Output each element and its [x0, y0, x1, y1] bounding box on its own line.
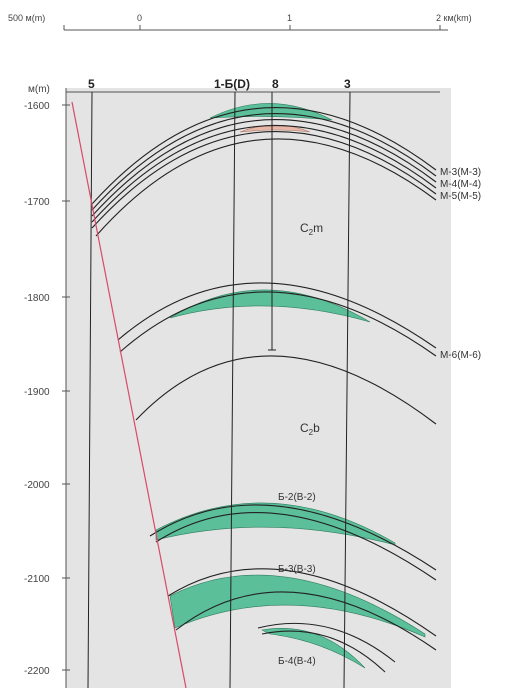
- unit-c2b-suffix: b: [313, 421, 320, 435]
- horizon-line-m3b: [91, 113, 437, 211]
- horizon-line-m5b: [95, 138, 437, 237]
- horizon-label-m6: М-6(M-6): [440, 350, 481, 361]
- unit-label-c2m: C2m: [300, 221, 323, 237]
- unit-c2m-suffix: m: [313, 221, 323, 235]
- depth-unit-label: м(m): [28, 84, 50, 95]
- unit-label-c2b: C2b: [300, 421, 320, 437]
- depth-label-2000: -2000: [24, 480, 50, 491]
- horizon-line-b3a: [167, 568, 437, 637]
- horizon-label-m4: М-4(M-4): [440, 179, 481, 190]
- well-label-8: 8: [272, 77, 279, 91]
- well-label-1b: 1-Б(D): [214, 77, 250, 91]
- unit-c2b-sub: 2: [309, 428, 314, 437]
- reservoir-top-m3: [209, 103, 333, 121]
- horizon-label-m3: М-3(M-3): [440, 167, 481, 178]
- well-line-1b: [229, 91, 236, 688]
- horizon-line-m5a: [91, 131, 437, 229]
- unit-c2b-main: C: [300, 421, 309, 435]
- scale-label-2: 2 км(km): [436, 13, 472, 23]
- depth-label-2200: -2200: [24, 666, 50, 677]
- well-label-3: 3: [344, 77, 351, 91]
- well-label-5: 5: [88, 77, 95, 91]
- horizon-label-b3: Б-3(B-3): [278, 564, 316, 575]
- wells: [87, 91, 351, 688]
- reservoir-b2: [155, 502, 396, 546]
- scale-bar: 500 м(m) 0 1 2 км(km): [8, 13, 472, 31]
- horizon-line-b2a: [149, 504, 437, 571]
- horizon-line-m4a: [91, 119, 437, 217]
- scale-label-1: 1: [287, 13, 292, 23]
- horizon-label-m5: М-5(M-5): [440, 191, 481, 202]
- depth-label-2100: -2100: [24, 574, 50, 585]
- horizon-line-b4a: [257, 622, 396, 663]
- unit-c2m-main: C: [300, 221, 309, 235]
- horizon-line-b4b: [261, 630, 386, 673]
- horizon-line-m4b: [91, 125, 437, 223]
- scale-left-label: 500 м(m): [8, 13, 45, 23]
- scale-label-0: 0: [137, 13, 142, 23]
- depth-axis: м(m) -1600 -1700 -1800 -1900 -2000 -2100…: [24, 84, 440, 688]
- reservoir-m6: [169, 289, 371, 323]
- depth-label-1800: -1800: [24, 293, 50, 304]
- horizon-line-m6b: [119, 291, 437, 357]
- horizon-label-b2: Б-2(B-2): [278, 492, 316, 503]
- well-line-5: [87, 91, 93, 688]
- horizon-line-c2b-top: [135, 355, 437, 425]
- fault-line: [71, 101, 187, 688]
- horizon-line-m3a: [91, 107, 437, 205]
- horizon-line-m6a: [117, 282, 437, 349]
- well-line-3: [343, 91, 351, 688]
- horizon-label-b4: Б-4(B-4): [278, 656, 316, 667]
- depth-label-1700: -1700: [24, 197, 50, 208]
- unit-c2m-sub: 2: [309, 228, 314, 237]
- depth-label-1600: -1600: [24, 101, 50, 112]
- horizon-lines: [91, 107, 437, 673]
- depth-label-1900: -1900: [24, 387, 50, 398]
- horizon-line-b2b: [155, 512, 437, 581]
- reservoir-b3: [169, 574, 426, 638]
- horizon-line-b3b: [175, 591, 437, 651]
